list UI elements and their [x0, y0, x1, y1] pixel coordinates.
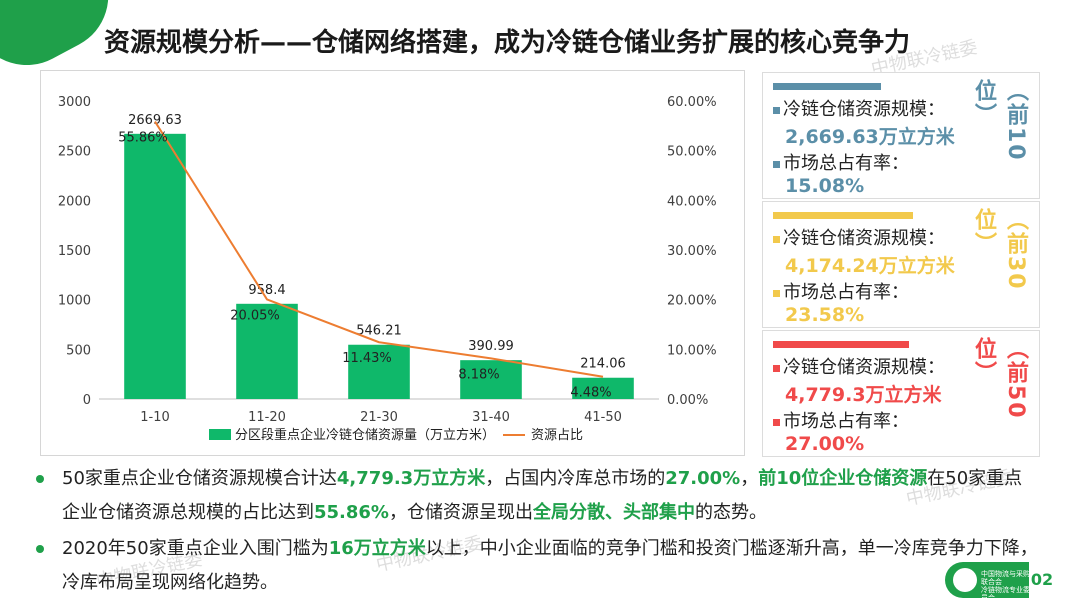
- highlight-text: 55.86%: [314, 502, 389, 523]
- card-label: 冷链仓储资源规模：: [773, 353, 945, 379]
- bar-value-label: 2669.63: [128, 113, 182, 128]
- square-bullet-icon: [773, 106, 780, 114]
- body-text: 50家重点企业仓储资源规模合计达: [62, 468, 337, 489]
- bullet-line: 冷库布局呈现网络化趋势。: [62, 566, 1052, 600]
- x-tick-label: 31-40: [472, 410, 510, 425]
- legend-line-label: 资源占比: [531, 428, 583, 443]
- x-tick-label: 21-30: [360, 410, 398, 425]
- bar: [460, 360, 522, 399]
- share-line: [154, 121, 604, 378]
- bullet-text: 50家重点企业仓储资源规模合计达4,779.3万立方米，占国内冷库总市场的27.…: [62, 462, 1052, 530]
- card-label: 市场总占有率：: [773, 278, 909, 304]
- body-text: ，占国内冷库总市场的: [485, 468, 666, 489]
- bar-value-label: 390.99: [468, 339, 514, 354]
- body-text: 在50家重点: [927, 468, 1023, 489]
- bullet-line: 50家重点企业仓储资源规模合计达4,779.3万立方米，占国内冷库总市场的27.…: [62, 462, 1052, 496]
- logo-emblem-icon: [953, 568, 977, 592]
- ranking-card: 冷链仓储资源规模： 4,779.3万立方米 市场总占有率： 27.00% （前50位）: [762, 330, 1040, 457]
- highlight-text: 全局分散、头部集中: [532, 502, 695, 523]
- square-bullet-icon: [773, 235, 780, 243]
- bullet-line: 2020年50家重点企业入围门槛为16万立方米以上，中小企业面临的竞争门槛和投资…: [62, 532, 1052, 566]
- body-text: 以上，中小企业面临的竞争门槛和投资门槛逐渐升高，单一冷库竞争力下降，: [425, 538, 1038, 559]
- bar: [236, 303, 298, 399]
- bar-line-chart: 0 500 1000 1500 2000 2500 3000 0.00% 10.00% 20.00…: [58, 95, 717, 443]
- square-bullet-icon: [773, 160, 780, 168]
- bullet-dot-icon: [36, 545, 44, 553]
- rank-label: （前10位）: [971, 79, 1028, 162]
- card-accent-bar: [773, 341, 909, 348]
- line-value-label: 4.48%: [570, 386, 611, 401]
- y-left-tick-label: 3000: [58, 95, 91, 110]
- bar-value-label: 214.06: [580, 357, 626, 372]
- highlight-text: 27.00%: [665, 468, 741, 489]
- square-bullet-icon: [773, 418, 780, 426]
- bullet-dot-icon: [36, 475, 44, 483]
- y-left-tick-label: 1500: [58, 244, 91, 259]
- line-value-label: 20.05%: [230, 308, 280, 323]
- page-number: 02: [1029, 562, 1055, 598]
- legend-bar-label: 分区段重点企业冷链仓储资源量（万立方米）: [235, 427, 495, 443]
- cflp-logo: 中国物流与采购联合会 冷链物流专业委员会 CFLP 02: [945, 562, 1055, 610]
- card-value: 4,174.24万立方米: [785, 255, 955, 277]
- bullet-line: 企业仓储资源总规模的占比达到55.86%，仓储资源呈现出全局分散、头部集中的态势…: [62, 496, 1052, 530]
- line-value-label: 55.86%: [118, 131, 168, 146]
- logo-text: 中国物流与采购联合会 冷链物流专业委员会 CFLP: [981, 570, 1030, 610]
- bullet-text: 2020年50家重点企业入围门槛为16万立方米以上，中小企业面临的竞争门槛和投资…: [62, 532, 1052, 600]
- legend-bar-swatch: [209, 429, 231, 440]
- rank-label: （前50位）: [971, 337, 1028, 420]
- square-bullet-icon: [773, 289, 780, 297]
- bar-value-label: 958.4: [248, 283, 285, 298]
- page-title: 资源规模分析——仓储网络搭建，成为冷链仓储业务扩展的核心竞争力: [104, 28, 911, 58]
- card-label: 市场总占有率：: [773, 149, 909, 175]
- card-accent-bar: [773, 212, 913, 219]
- ranking-card: 冷链仓储资源规模： 2,669.63万立方米 市场总占有率： 15.08% （前10位）: [762, 72, 1040, 199]
- body-text: ，: [740, 468, 759, 489]
- highlight-text: 16万立方米: [328, 538, 426, 559]
- card-value: 2,669.63万立方米: [785, 126, 955, 148]
- card-value: 15.08%: [785, 175, 865, 197]
- y-left-tick-label: 2500: [58, 145, 91, 160]
- line-value-label: 8.18%: [458, 367, 499, 382]
- card-label: 冷链仓储资源规模：: [773, 224, 945, 250]
- card-value: 27.00%: [785, 433, 865, 455]
- card-label: 冷链仓储资源规模：: [773, 95, 945, 121]
- card-accent-bar: [773, 83, 881, 90]
- body-text: 2020年50家重点企业入围门槛为: [62, 538, 329, 559]
- x-tick-label: 1-10: [140, 410, 170, 425]
- y-right-tick-label: 20.00%: [667, 294, 717, 309]
- y-right-tick-label: 0.00%: [667, 393, 708, 408]
- ranking-card: 冷链仓储资源规模： 4,174.24万立方米 市场总占有率： 23.58% （前30位）: [762, 201, 1040, 328]
- bar-value-label: 546.21: [356, 324, 402, 339]
- bar: [348, 344, 410, 399]
- y-right-tick-label: 30.00%: [667, 244, 717, 259]
- y-right-tick-label: 40.00%: [667, 194, 717, 209]
- bar: [572, 377, 634, 399]
- highlight-text: 4,779.3万立方米: [336, 468, 486, 489]
- body-text: 冷库布局呈现网络化趋势。: [62, 572, 278, 593]
- rank-label: （前30位）: [971, 208, 1028, 291]
- bar: [124, 133, 186, 399]
- body-text: ，仓储资源呈现出: [388, 502, 533, 523]
- chart-panel: 0 500 1000 1500 2000 2500 3000 0.00% 10.00% 20.00…: [40, 70, 745, 456]
- body-text: 的态势。: [694, 502, 767, 523]
- body-text: 企业仓储资源总规模的占比达到: [62, 502, 314, 523]
- highlight-text: 前10位企业仓储资源: [758, 468, 928, 489]
- line-value-label: 11.43%: [342, 351, 392, 366]
- y-right-tick-label: 10.00%: [667, 343, 717, 358]
- x-tick-label: 11-20: [248, 410, 286, 425]
- y-left-tick-label: 1000: [58, 294, 91, 309]
- y-left-tick-label: 0: [83, 393, 91, 408]
- x-tick-label: 41-50: [584, 410, 622, 425]
- square-bullet-icon: [773, 364, 780, 372]
- y-left-tick-label: 2000: [58, 194, 91, 209]
- y-right-tick-label: 50.00%: [667, 145, 717, 160]
- y-left-tick-label: 500: [66, 343, 91, 358]
- y-right-tick-label: 60.00%: [667, 95, 717, 110]
- card-value: 4,779.3万立方米: [785, 384, 942, 406]
- card-value: 23.58%: [785, 304, 865, 326]
- card-label: 市场总占有率：: [773, 407, 909, 433]
